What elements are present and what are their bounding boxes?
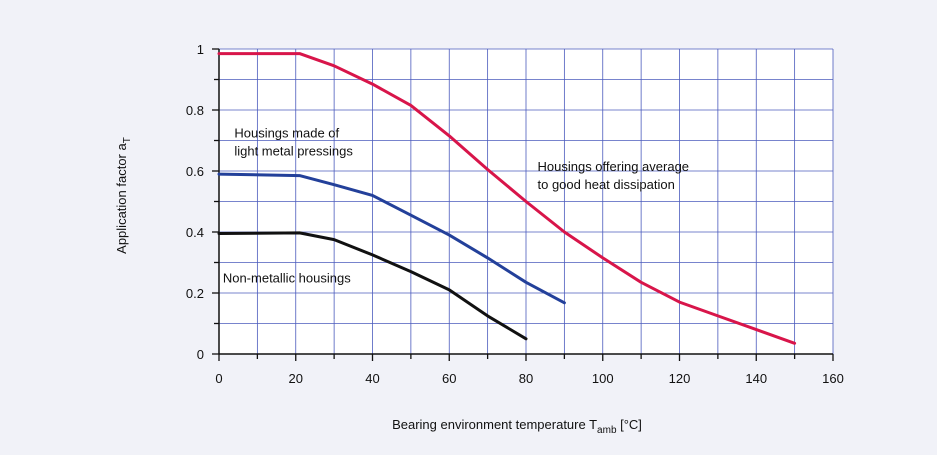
x-axis-label-part: Bearing environment temperature T <box>392 417 597 432</box>
x-tick-label: 80 <box>519 371 533 386</box>
x-axis-label-part: [°C] <box>617 417 642 432</box>
annotation-line: light metal pressings <box>234 143 353 158</box>
x-tick-label: 120 <box>669 371 691 386</box>
y-tick-label: 0.2 <box>186 286 204 301</box>
annotation-line: Housings offering average <box>538 159 690 174</box>
y-tick-label: 0.8 <box>186 103 204 118</box>
annotation-line: to good heat dissipation <box>538 177 675 192</box>
series-line-2 <box>217 172 566 305</box>
y-tick-label: 0 <box>197 347 204 362</box>
y-tick-label: 0.6 <box>186 164 204 179</box>
x-tick-label: 140 <box>745 371 767 386</box>
annotation-3: Non-metallic housings <box>223 270 351 285</box>
y-axis-label: Application factor aT <box>114 137 133 254</box>
series-group <box>217 52 797 345</box>
x-tick-label: 20 <box>289 371 303 386</box>
y-axis-label-part: Application factor a <box>114 143 129 254</box>
annotation-1: Housings made of light metal pressings <box>234 125 353 158</box>
x-tick-label: 100 <box>592 371 614 386</box>
annotation-line: Housings made of <box>234 125 339 140</box>
x-tick-label: 40 <box>365 371 379 386</box>
axis-labels: Bearing environment temperature Tamb [°C… <box>114 137 642 436</box>
series-line-1 <box>217 52 797 345</box>
series-line-3 <box>217 231 528 341</box>
annotation-line: Non-metallic housings <box>223 270 351 285</box>
x-tick-label: 160 <box>822 371 844 386</box>
axes: 0 20 40 60 80 100 120 140 160 0 0.2 0.4 0.6 0.8 1 <box>186 42 844 386</box>
x-tick-label: 0 <box>215 371 222 386</box>
y-axis-label-part: T <box>122 137 133 143</box>
x-tick-label: 60 <box>442 371 456 386</box>
grid <box>218 48 834 355</box>
y-tick-label: 0.4 <box>186 225 204 240</box>
annotations: Housings made of light metal pressingsHou… <box>223 125 689 285</box>
annotation-2: Housings offering average to good heat di… <box>538 159 690 192</box>
x-axis-label: Bearing environment temperature Tamb [°C… <box>392 417 642 436</box>
y-tick-label: 1 <box>197 42 204 57</box>
x-axis-label-part: amb <box>597 425 617 436</box>
